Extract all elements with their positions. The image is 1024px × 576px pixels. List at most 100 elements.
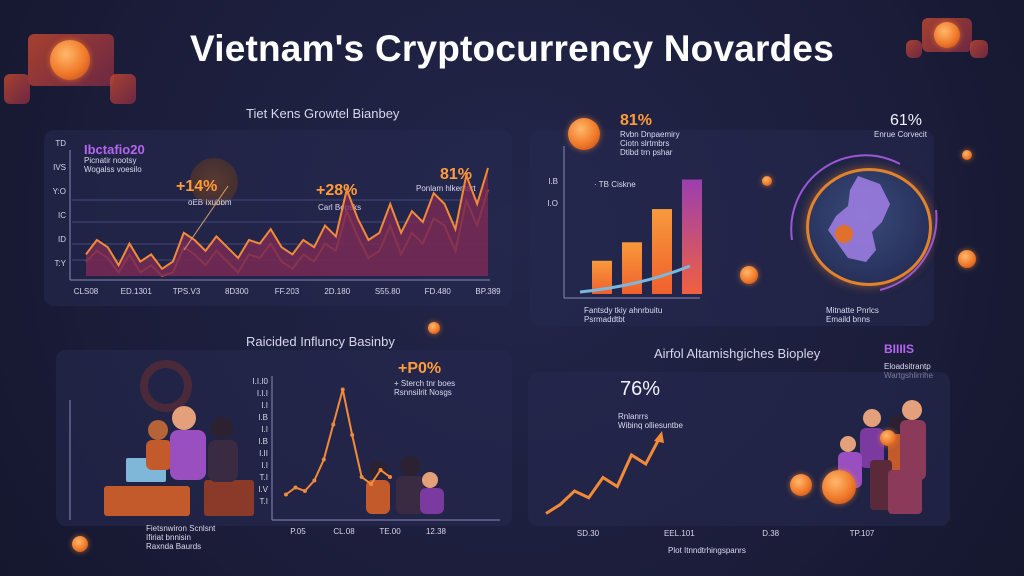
coin-box-decoration <box>4 74 30 104</box>
coin-icon <box>740 266 758 284</box>
x-tick-label: 12.38 <box>426 527 447 536</box>
coin-icon <box>934 22 960 48</box>
callout-label: oEB Ixubbm <box>188 198 232 207</box>
coin-icon <box>790 474 812 496</box>
series-line <box>85 167 489 271</box>
map-value: 61% <box>890 112 923 129</box>
map-label: Enrue Corvecit <box>874 130 927 139</box>
coin-icon <box>428 322 440 334</box>
x-tick-label: S55.80 <box>375 287 401 296</box>
y-tick-label: I.I <box>261 425 268 434</box>
data-point <box>293 485 298 490</box>
page-title: Vietnam's Cryptocurrency Novardes <box>190 28 834 69</box>
y-tick-label: ID <box>58 235 66 244</box>
panel4-title: Airfol Altamishgiches Biopley <box>654 346 821 361</box>
data-point <box>331 422 336 427</box>
bar-caption: Fantsdy tkiy ahnrbuitu Psrmaddtbt <box>584 306 663 324</box>
coin-icon <box>50 40 90 80</box>
display-sub: Rnlanrrs Wibinq olliesuntbe <box>618 412 683 430</box>
callout-value: +P0% <box>398 360 442 377</box>
series-line <box>545 436 662 515</box>
y-tick-label: I.I.I0 <box>252 377 268 386</box>
x-tick-label: BP.389 <box>475 287 501 296</box>
panel3-title: Raicided Influncy Basinby <box>246 334 395 349</box>
coin-icon <box>958 250 976 268</box>
donut-decoration <box>140 360 192 412</box>
data-point <box>388 475 392 479</box>
y-tick-label: I.II <box>259 449 268 458</box>
y-tick-label: T.I <box>260 473 268 482</box>
bar <box>682 179 702 294</box>
coin-box-decoration <box>110 74 136 104</box>
data-point <box>284 492 288 497</box>
data-point <box>340 387 345 392</box>
coin-box-decoration <box>970 40 988 58</box>
y-tick-label: TD <box>55 139 66 148</box>
data-point <box>369 482 374 486</box>
panel4-caption: Plot Itnndtrhingspanrs <box>668 546 746 555</box>
coin-icon <box>822 470 856 504</box>
data-point <box>359 475 364 479</box>
x-tick-label: TP.107 <box>850 529 875 538</box>
callout-pointer <box>183 185 229 251</box>
y-tick-label: I.B <box>258 437 268 446</box>
x-tick-label: FD.480 <box>425 287 452 296</box>
y-tick-label: IVS <box>53 163 66 172</box>
legend-value: 81% <box>620 112 653 129</box>
display-value: 76% <box>620 378 661 400</box>
legend-subtext: Picnatir nootsy Wogalss voesilo <box>84 156 142 174</box>
panel1-title: Tiet Kens Growtel Bianbey <box>246 106 400 121</box>
coin-icon <box>962 150 972 160</box>
x-tick-label: SD.30 <box>577 529 600 538</box>
data-point <box>350 433 355 437</box>
callout-value: +14% <box>176 178 218 195</box>
data-point <box>378 468 383 472</box>
coin-box-decoration <box>906 40 922 58</box>
callout-text: + Sterch tnr boes Rsnnsilrit Nosgs <box>394 379 456 397</box>
y-tick-label: IC <box>58 211 66 220</box>
data-point <box>312 478 317 483</box>
bar-label: · TB Ciskne <box>594 180 636 189</box>
bar <box>592 260 612 294</box>
x-tick-label: CLS08 <box>74 287 99 296</box>
trend-curve <box>579 264 691 294</box>
x-tick-label: D.38 <box>762 529 779 538</box>
data-point <box>302 489 307 493</box>
x-tick-label: ED.1301 <box>121 287 153 296</box>
coin-icon <box>72 536 88 552</box>
y-tick-label: I.I <box>261 401 268 410</box>
x-tick-label: 2D.180 <box>324 287 350 296</box>
highlight-circle <box>190 158 238 206</box>
y-tick-label: I.O <box>547 199 558 208</box>
corner-label: BIIIIS <box>884 342 915 356</box>
x-tick-label: EEL.101 <box>664 529 695 538</box>
arrow-head <box>654 431 664 443</box>
panel3-caption: Fietsnwiron Scnlsnt Ifiriat bnnisin Raxn… <box>146 524 216 551</box>
series-area <box>86 168 488 276</box>
y-tick-label: I.I.I <box>257 389 268 398</box>
data-point <box>321 457 326 462</box>
x-tick-label: CL.08 <box>333 527 355 536</box>
x-tick-label: FF.203 <box>275 287 300 296</box>
callout-label: Ponlam hlkentsrt <box>416 184 476 193</box>
legend-title: Ibctafio20 <box>84 142 145 157</box>
coin-icon <box>568 118 600 150</box>
x-tick-label: TE.00 <box>379 527 401 536</box>
x-tick-label: TPS.V3 <box>173 287 201 296</box>
legend-text: Rvbn Dnpaemiry Ciotn slrtmbrs Dtibd trn … <box>620 130 680 157</box>
y-tick-label: T.I <box>260 497 268 506</box>
y-tick-label: I.B <box>548 177 558 186</box>
y-tick-label: I.I <box>261 461 268 470</box>
x-tick-label: P.05 <box>290 527 306 536</box>
x-tick-label: 8D300 <box>225 287 249 296</box>
coin-icon <box>762 176 772 186</box>
y-tick-label: I.V <box>258 485 268 494</box>
y-tick-label: I.B <box>258 413 268 422</box>
